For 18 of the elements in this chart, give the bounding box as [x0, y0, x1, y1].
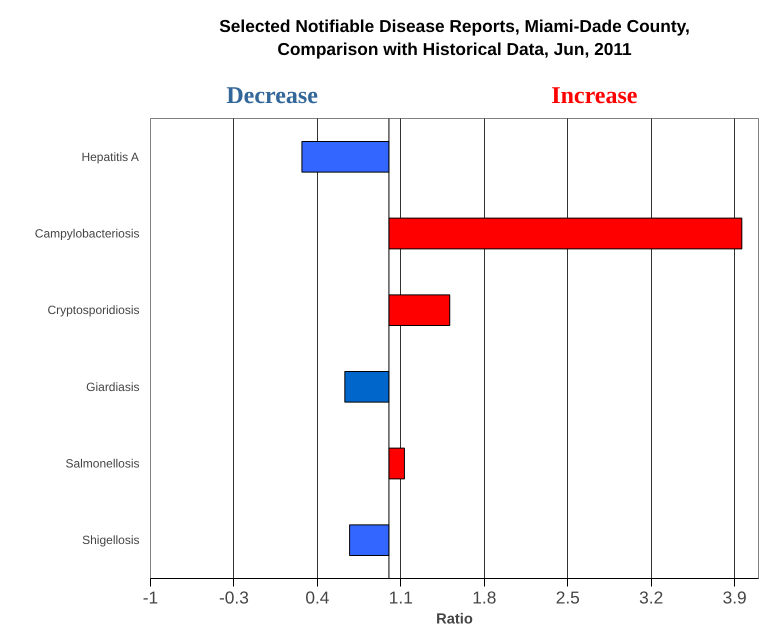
x-tick-label: 1.8	[472, 588, 496, 608]
chart-title: Selected Notifiable Disease Reports, Miami-Dade County, Comparison with Historical Data, Jun, 2011	[219, 16, 690, 59]
y-tick-label: Hepatitis A	[81, 150, 139, 164]
text: Increase	[551, 82, 638, 109]
x-tick-label: 3.2	[639, 588, 664, 608]
y-tick-label: Shigellosis	[82, 533, 140, 548]
y-tick-label: Giardiasis	[86, 380, 140, 394]
x-axis-title: Ratio	[436, 612, 473, 628]
y-tick-label: Salmonellosis	[65, 456, 140, 470]
x-tick-label: 3.9	[722, 588, 747, 608]
y-tick-label: Cryptosporidiosis	[47, 303, 140, 318]
text: Decrease	[226, 82, 318, 109]
x-tick-label: -0.3	[219, 588, 249, 608]
y-tick-label: Campylobacteriosis	[34, 226, 140, 240]
x-tick-label: -1	[142, 588, 158, 608]
x-tick-label: 0.4	[305, 588, 330, 608]
x-tick-label: 1.1	[388, 588, 413, 608]
x-tick-label: 2.5	[556, 588, 580, 608]
